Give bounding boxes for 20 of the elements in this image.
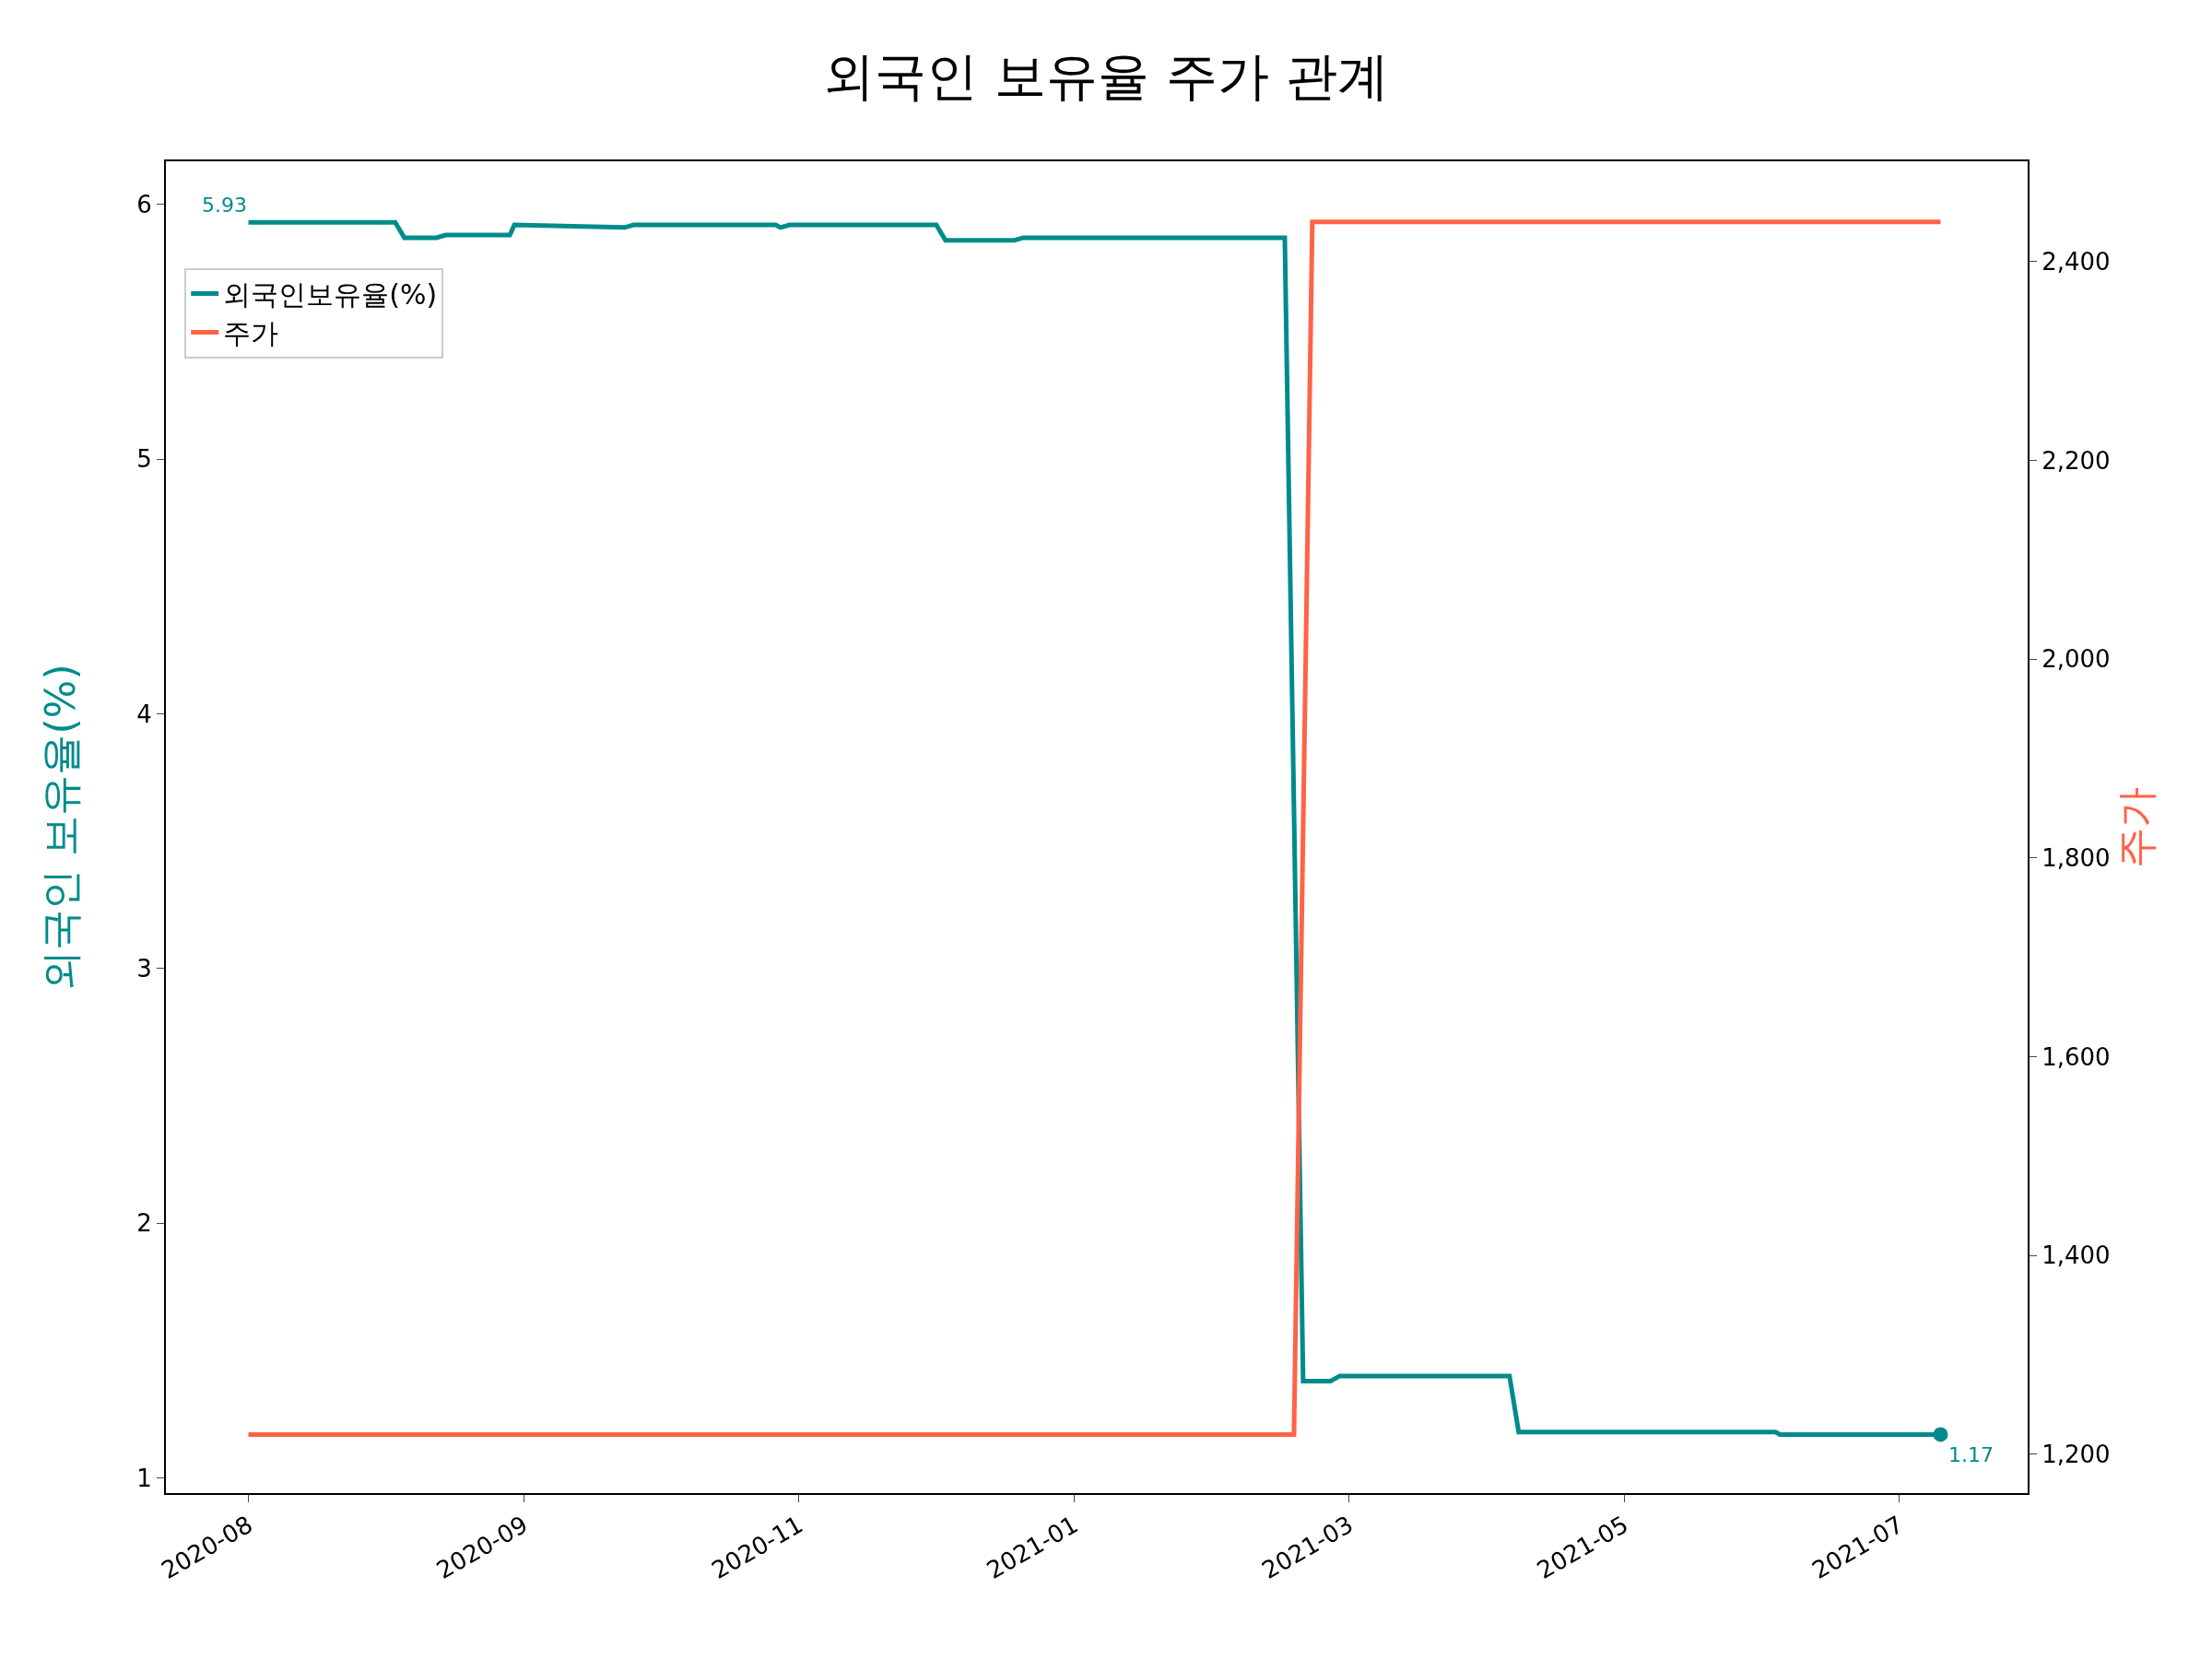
- y-tick-label: 3: [136, 954, 152, 982]
- y2-tick-label: 1,200: [2041, 1441, 2111, 1469]
- y2-axis-title: 주가: [2112, 786, 2159, 868]
- y-axis-title: 외국인 보유율(%): [37, 664, 84, 991]
- y2-tick-label: 1,800: [2041, 844, 2111, 873]
- chart-title: 외국인 보유율 주가 관계: [823, 46, 1389, 107]
- legend-label: 외국인보유율(%): [223, 278, 438, 312]
- y-tick-label: 6: [136, 191, 152, 219]
- annotation: 1.17: [1948, 1443, 1994, 1466]
- y-tick-label: 5: [136, 445, 152, 474]
- y2-tick-label: 1,600: [2041, 1042, 2111, 1071]
- y-tick-label: 2: [136, 1209, 152, 1238]
- y-tick-label: 4: [136, 700, 152, 728]
- y2-tick-label: 1,400: [2041, 1241, 2111, 1270]
- y2-tick-label: 2,000: [2041, 645, 2111, 674]
- legend-label: 주가: [223, 317, 279, 350]
- annotation: 5.93: [202, 194, 247, 217]
- y2-tick-label: 2,400: [2041, 248, 2111, 276]
- y2-tick-label: 2,200: [2041, 446, 2111, 475]
- y-tick-label: 1: [136, 1464, 152, 1492]
